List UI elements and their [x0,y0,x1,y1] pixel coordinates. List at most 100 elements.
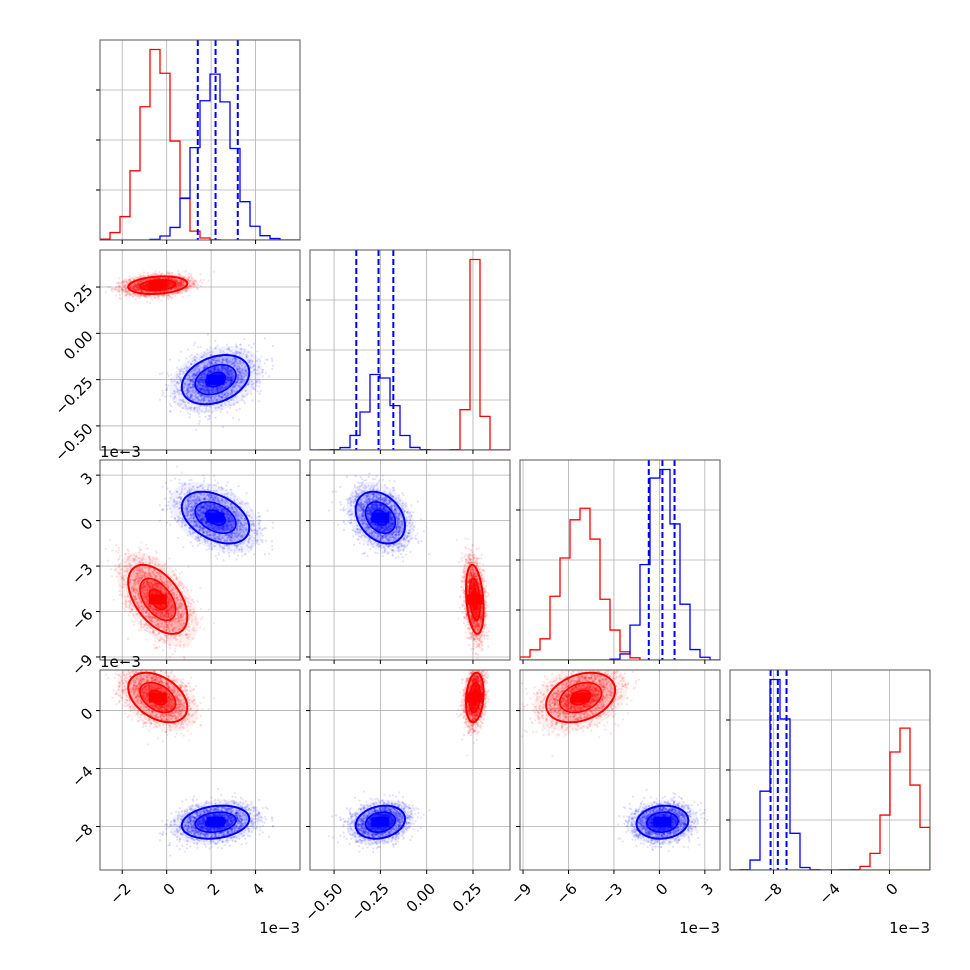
sample-point [169,288,172,291]
sample-point [182,283,186,287]
density-peak-0 [148,280,167,291]
sample-point [168,285,171,288]
sample-point [166,281,169,284]
sample-point [146,286,149,290]
sample-point [132,287,135,290]
sample-point [178,290,182,293]
sample-point [129,293,133,296]
sample-point [167,294,170,297]
sample-point [166,276,169,280]
sample-point [145,284,148,287]
sample-point [122,290,125,293]
sample-point [145,285,148,288]
sample-point [114,294,118,297]
sample-point [154,273,157,276]
sample-point [124,290,128,293]
sample-point [247,344,251,347]
sample-point [177,286,180,289]
sample-point [179,284,182,287]
sample-point [136,286,139,289]
sample-point [122,280,126,283]
sample-point [118,287,121,290]
sample-point [143,275,146,278]
sample-point [186,278,190,282]
sample-point [120,288,123,291]
sample-point [126,290,130,293]
sample-point [131,292,134,296]
sample-point [155,296,158,300]
sample-point [142,283,145,286]
sample-point [167,280,170,284]
sample-point [166,285,170,288]
sample-point [206,333,210,336]
sample-point [138,288,142,291]
sample-point [140,275,143,278]
sample-point [145,283,148,286]
sample-point [171,288,174,292]
sample-point [258,392,261,395]
sample-point [171,282,174,285]
sample-point [186,348,190,351]
sample-point [149,278,152,281]
sample-point [132,295,135,298]
sample-point [141,286,144,289]
sample-point [162,295,165,298]
sample-point [167,281,171,284]
sample-point [142,286,145,289]
sample-point [144,290,147,293]
sample-point [128,278,132,281]
sample-point [139,289,143,292]
sample-point [144,283,147,286]
sample-point [174,280,178,283]
sample-point [181,284,184,287]
sample-point [122,289,125,292]
sample-point [172,283,175,286]
sample-point [122,281,125,284]
sample-point [144,284,147,287]
sample-point [180,284,183,288]
sample-point [118,296,121,300]
sample-point [118,290,121,293]
sample-point [137,282,141,285]
sample-point [110,290,114,293]
sample-point [266,358,269,361]
sample-point [180,283,183,286]
sample-point [134,284,137,288]
sample-point [180,282,183,285]
sample-point [117,281,120,285]
sample-point [195,428,198,431]
sample-point [257,400,260,403]
sample-point [139,280,143,283]
sample-point [131,284,134,287]
sample-point [158,277,161,280]
sample-point [167,281,170,284]
sample-point [123,284,126,287]
sample-point [176,282,179,286]
sample-point [188,287,191,290]
sample-point [149,273,153,276]
sample-point [174,294,177,297]
sample-point [259,389,263,392]
sample-point [129,277,133,280]
sample-point [134,284,137,287]
sample-point [178,285,181,288]
sample-point [250,392,253,396]
sample-point [136,285,139,288]
sample-point [199,273,202,276]
sample-point [171,282,174,285]
sample-point [145,282,149,285]
histogram-0-0 [100,48,300,240]
sample-point [170,373,173,376]
sample-point [137,283,140,286]
sample-point [137,284,140,287]
sample-point [137,287,140,290]
sample-point [141,284,144,288]
sample-point [177,284,180,287]
sample-point [169,284,172,287]
sample-point [172,283,175,286]
sample-point [176,284,180,287]
sample-point [174,291,178,295]
sample-point [141,285,144,288]
sample-point [169,281,172,285]
sample-point [144,278,148,281]
